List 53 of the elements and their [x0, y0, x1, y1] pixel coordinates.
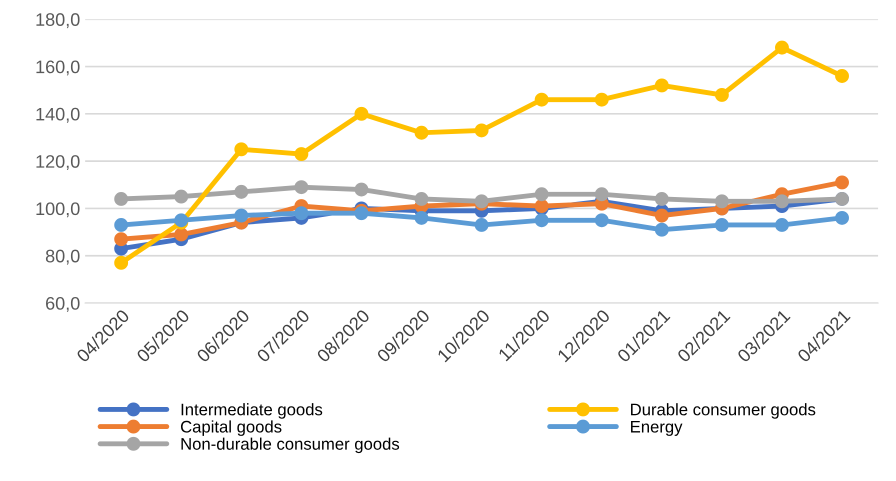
point: [414, 126, 428, 140]
point: [654, 78, 669, 92]
point: [354, 182, 368, 196]
point: [534, 187, 549, 202]
y-tick-label: 60,0: [46, 296, 80, 312]
legend-label: Intermediate goods: [182, 403, 322, 419]
point: [835, 69, 849, 83]
y-tick-label: 100,0: [36, 202, 80, 218]
point: [775, 194, 789, 208]
point: [654, 222, 669, 237]
point: [594, 92, 609, 107]
point: [714, 88, 729, 102]
point: [534, 213, 549, 228]
legend-label: Energy: [631, 420, 682, 436]
point: [474, 123, 489, 138]
legend-label: Capital goods: [180, 420, 282, 436]
y-tick-label: 160,0: [36, 60, 80, 76]
point: [234, 142, 248, 156]
point: [114, 218, 128, 232]
y-tick-label: 140,0: [36, 108, 80, 123]
point: [654, 208, 669, 222]
point: [835, 175, 849, 190]
point: [234, 208, 248, 222]
point: [174, 228, 188, 242]
point: [354, 206, 368, 220]
point: [114, 192, 128, 206]
legend-label: Non-durable consumer goods: [181, 438, 400, 454]
point: [474, 218, 489, 232]
point: [234, 184, 248, 199]
y-tick-label: 180,0: [36, 13, 80, 28]
point: [114, 256, 128, 270]
point: [354, 106, 368, 121]
point: [594, 213, 609, 228]
point: [414, 210, 428, 225]
point: [174, 213, 188, 228]
y-tick-label: 80,0: [46, 250, 80, 265]
point: [474, 194, 489, 208]
point: [654, 192, 669, 206]
point: [775, 218, 789, 232]
point: [114, 232, 128, 246]
point: [294, 180, 308, 194]
point: [835, 210, 849, 225]
legend-label: Durable consumer goods: [631, 403, 816, 419]
point: [294, 147, 308, 161]
point: [174, 190, 188, 204]
point: [534, 92, 549, 107]
point: [594, 187, 609, 202]
point: [414, 192, 428, 206]
y-tick-label: 120,0: [36, 155, 80, 170]
point: [714, 194, 729, 208]
point: [714, 218, 729, 232]
point: [775, 40, 789, 55]
point: [294, 206, 308, 220]
